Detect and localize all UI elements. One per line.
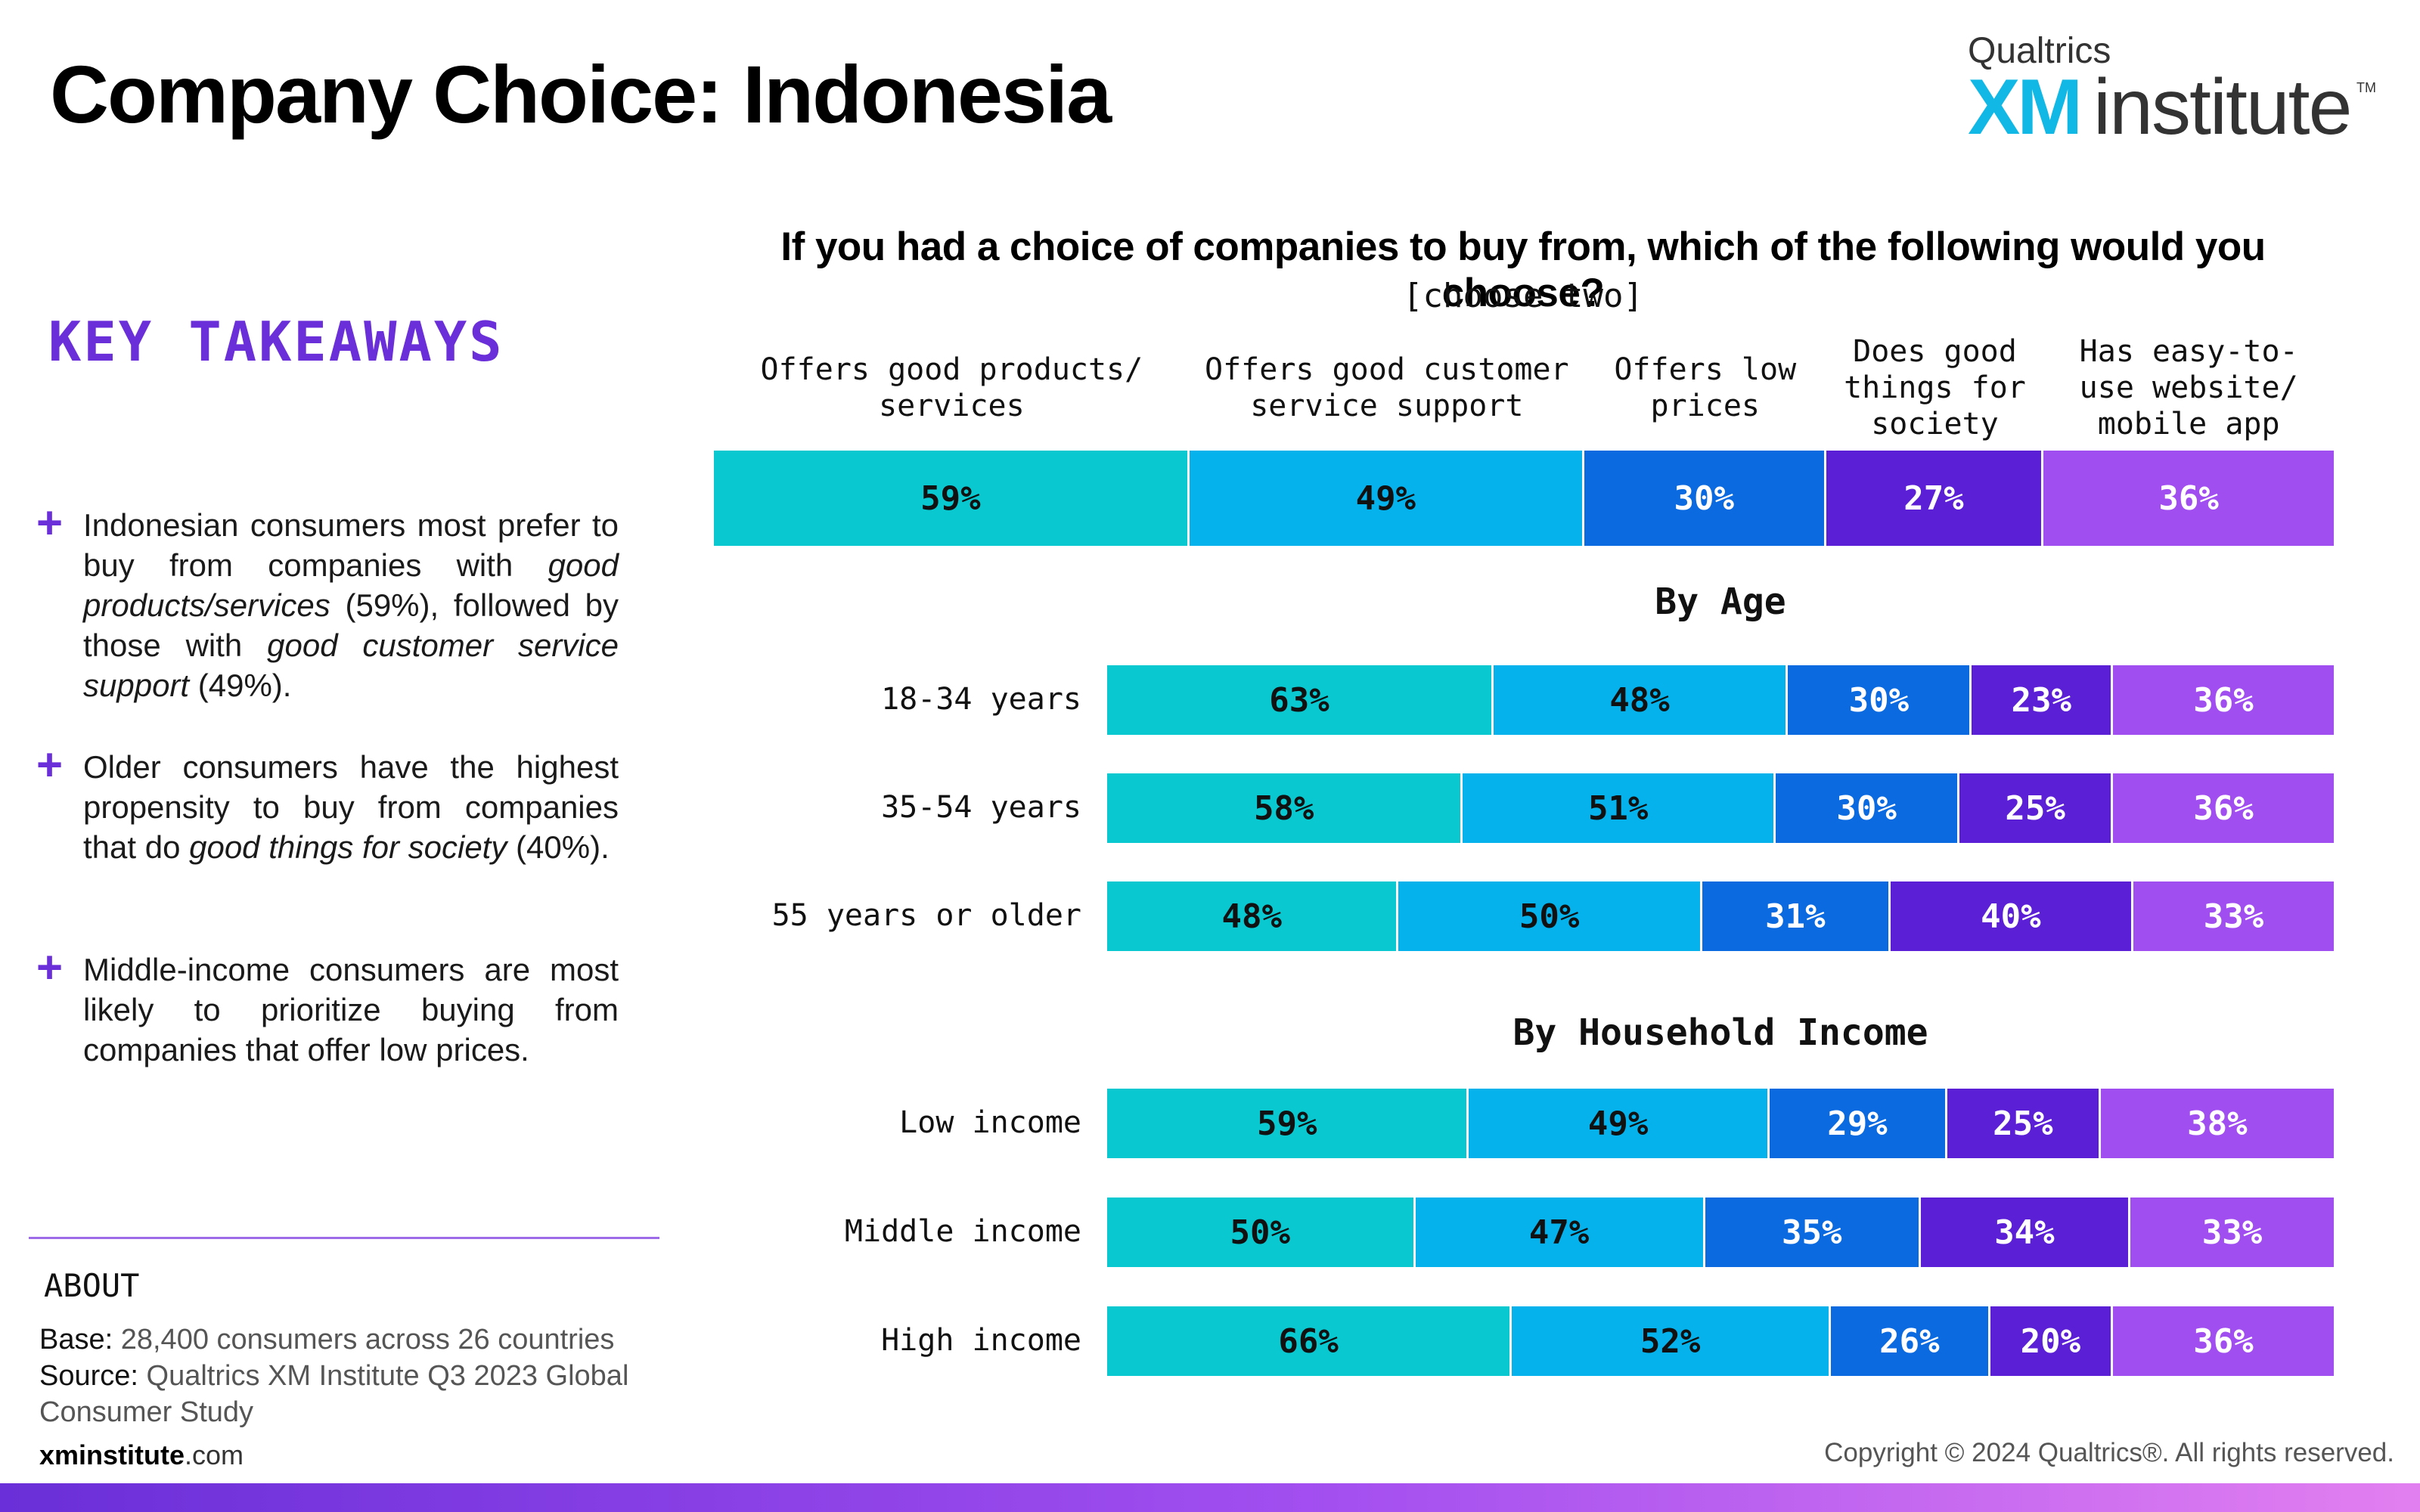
takeaway-fragment: Indonesian consumers most prefer to buy … [83,507,619,583]
takeaway-fragment: (40%). [507,829,610,865]
bar-segment: 59% [714,451,1190,546]
category-header: Offers good products/ services [760,352,1143,423]
logo-trademark: TM [2356,80,2376,95]
takeaway-item: + Indonesian consumers most prefer to buy… [36,500,619,705]
about-text: Base: 28,400 consumers across 26 countri… [39,1321,675,1430]
plus-icon: + [36,942,64,993]
row-label: 55 years or older [771,898,1081,933]
logo-xm-text: XM [1968,64,2083,151]
about-source: Source: Qualtrics XM Institute Q3 2023 G… [39,1358,675,1430]
takeaway-fragment: Middle-income consumers are most likely … [83,952,619,1067]
bar-segment: 20% [1990,1306,2114,1376]
stacked-bar-row: 63% 48% 30% 23% 36% [1107,665,2334,735]
bar-segment: 40% [1890,881,2133,951]
logo-institute-text: institute [2093,64,2352,151]
bar-segment: 35% [1705,1198,1921,1267]
bar-segment: 33% [2133,881,2334,951]
bar-segment: 47% [1415,1198,1705,1267]
row-label: 35-54 years [881,790,1081,825]
about-base-value: 28,400 consumers across 26 countries [113,1324,615,1356]
category-header: Offers good customer service support [1205,352,1569,423]
bar-segment: 63% [1107,665,1494,735]
bar-segment: 27% [1826,451,2044,546]
copyright-text: Copyright © 2024 Qualtrics®. All rights … [1824,1438,2394,1467]
bar-segment: 31% [1702,881,1891,951]
bar-segment: 23% [1972,665,2113,735]
bar-segment: 66% [1107,1306,1512,1376]
bar-segment: 36% [2113,665,2334,735]
takeaway-item: + Older consumers have the highest propen… [36,742,619,867]
bar-segment: 33% [2130,1198,2334,1267]
bar-segment: 36% [2113,773,2334,843]
takeaway-fragment: (59%), followed by those with [83,587,619,663]
category-header: Offers low prices [1614,352,1797,423]
row-label: Middle income [844,1214,1081,1249]
bar-segment: 25% [1947,1089,2101,1158]
stacked-bar-row: 48% 50% 31% 40% 33% [1107,881,2334,951]
page-title: Company Choice: Indonesia [50,48,1112,140]
bar-segment: 50% [1398,881,1702,951]
takeaway-fragment: (49%). [189,668,292,703]
category-header: Has easy-to- use website/ mobile app [2079,334,2298,442]
bar-segment: 38% [2100,1089,2334,1158]
bar-segment: 51% [1463,773,1776,843]
bar-segment: 30% [1584,451,1826,546]
bar-segment: 34% [1920,1198,2130,1267]
plus-icon: + [36,497,64,548]
takeaway-item: + Middle-income consumers are most likely… [36,945,619,1070]
group-title: By Age [1655,581,1786,623]
takeaway-text: Middle-income consumers are most likely … [83,950,619,1070]
overall-bar: 59% 49% 30% 27% 36% [714,451,2334,546]
about-source-value: Qualtrics XM Institute Q3 2023 Global Co… [39,1360,629,1428]
bar-segment: 26% [1830,1306,1990,1376]
takeaway-emphasis: good customer service support [83,627,619,703]
bar-segment: 49% [1189,451,1584,546]
bar-segment: 48% [1107,881,1399,951]
bar-segment: 52% [1512,1306,1831,1376]
about-base: Base: 28,400 consumers across 26 countri… [39,1321,675,1358]
stacked-bar-row: 59% 49% 29% 25% 38% [1107,1089,2334,1158]
footer-site-rest: .com [185,1439,244,1470]
bar-segment: 30% [1775,773,1960,843]
chart-subtitle: [choose two] [1403,277,1643,315]
bar-segment: 30% [1788,665,1972,735]
bar-segment: 36% [2113,1306,2334,1376]
plus-icon: + [36,739,64,790]
bar-segment: 58% [1107,773,1463,843]
category-header: Does good things for society [1844,334,2026,442]
bar-segment: 59% [1107,1089,1469,1158]
bar-segment: 50% [1107,1198,1416,1267]
about-heading: ABOUT [44,1267,140,1304]
group-title: By Household Income [1512,1012,1928,1054]
takeaway-text: Older consumers have the highest propens… [83,747,619,867]
row-label: High income [881,1323,1081,1358]
takeaway-emphasis: good products/services [83,547,619,623]
logo-brand-text: Qualtrics [1968,31,2111,71]
stacked-bar-row: 58% 51% 30% 25% 36% [1107,773,2334,843]
bar-segment: 25% [1959,773,2114,843]
bar-segment: 36% [2043,451,2334,546]
takeaway-emphasis: good things for society [189,829,507,865]
stacked-bar-row: 50% 47% 35% 34% 33% [1107,1198,2334,1267]
about-source-key: Source: [39,1360,138,1392]
footer-site-bold: xminstitute [39,1439,185,1470]
footer-site-link[interactable]: xminstitute.com [39,1439,244,1471]
stacked-bar-row: 66% 52% 26% 20% 36% [1107,1306,2334,1376]
chart-title: If you had a choice of companies to buy … [780,225,2266,315]
takeaway-fragment: Older consumers have the highest propens… [83,749,619,865]
bar-segment: 49% [1469,1089,1770,1158]
bottom-gradient-band [0,1483,2420,1512]
bar-segment: 29% [1769,1089,1948,1158]
about-base-key: Base: [39,1324,113,1356]
about-divider [29,1237,659,1239]
takeaway-text: Indonesian consumers most prefer to buy … [83,505,619,705]
row-label: 18-34 years [881,682,1081,717]
bar-segment: 48% [1493,665,1789,735]
row-label: Low income [899,1105,1081,1140]
key-takeaways-heading: KEY TAKEAWAYS [48,310,504,373]
qualtrics-xm-institute-logo: Qualtrics XM institute TM [1968,30,2376,151]
